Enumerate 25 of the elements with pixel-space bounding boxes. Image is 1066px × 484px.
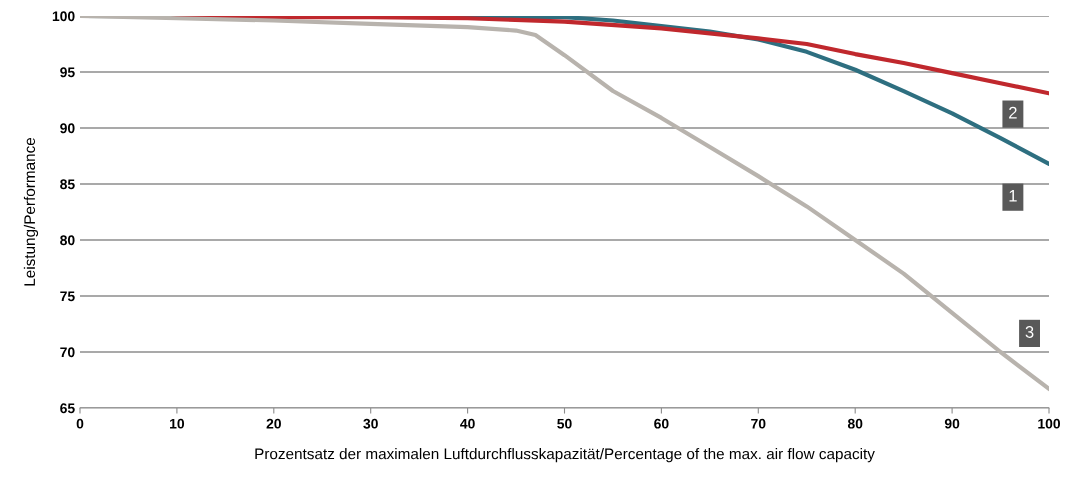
y-tick-label: 80 [60, 235, 75, 246]
x-tick-label: 0 [76, 418, 84, 429]
y-tick-label: 100 [52, 11, 75, 22]
y-tick-label: 70 [60, 347, 75, 358]
x-tick-label: 80 [847, 418, 863, 429]
text: 1 [1009, 190, 1017, 202]
y-tick-label: 65 [60, 403, 75, 414]
series-label: 2 [1009, 106, 1017, 119]
x-tick-label: 90 [944, 418, 960, 429]
y-tick-label: 85 [60, 179, 75, 190]
x-tick-label: 60 [654, 418, 669, 429]
x-tick-label: 20 [266, 418, 281, 429]
x-tick-label: 70 [751, 418, 766, 429]
x-tick-label: 50 [557, 418, 572, 429]
x-tick-label: 40 [460, 418, 475, 429]
x-tick-label: 10 [170, 418, 185, 429]
y-tick-label: 75 [60, 291, 75, 302]
series-label: 3 [1025, 326, 1034, 338]
x-axis-title: Prozentsatz der maximalen Luftdurchflusskapazität/Percentage of the max. air flow capacity [255, 448, 875, 463]
y-tick-label: 90 [60, 123, 75, 134]
line-series [80, 16, 1049, 392]
y-axis-title: Leistung/Performance [23, 137, 39, 286]
y-tick-label: 95 [60, 67, 75, 78]
x-tick-label: 30 [363, 418, 378, 429]
x-tick-label: 100 [1038, 418, 1061, 429]
